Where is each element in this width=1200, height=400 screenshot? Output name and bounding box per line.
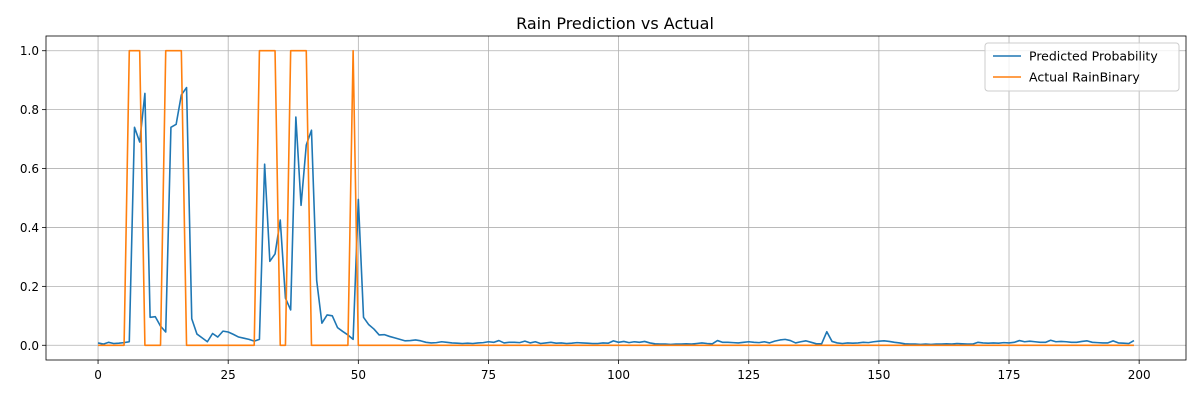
- y-tick-label: 0.6: [20, 162, 39, 176]
- y-tick-label: 0.0: [20, 339, 39, 353]
- x-tick-label: 50: [351, 368, 366, 382]
- y-axis: 0.0 0.2 0.4 0.6 0.8 1.0: [20, 44, 46, 353]
- actual-rainbinary-line: [98, 49, 1134, 347]
- y-tick-label: 0.8: [20, 103, 39, 117]
- x-axis: 0 25 50 75 100 125 150 175 200: [94, 360, 1151, 382]
- x-tick-label: 75: [481, 368, 496, 382]
- chart-title: Rain Prediction vs Actual: [516, 14, 714, 33]
- legend-label-predicted: Predicted Probability: [1029, 49, 1158, 64]
- x-tick-label: 125: [737, 368, 760, 382]
- legend-box: [984, 42, 1180, 92]
- legend: Predicted Probability Actual RainBinary: [984, 42, 1180, 92]
- predicted-probability-line: [97, 86, 1135, 346]
- y-tick-label: 0.2: [20, 280, 39, 294]
- y-tick-label: 0.4: [20, 221, 39, 235]
- x-tick-label: 150: [867, 368, 890, 382]
- x-tick-label: 0: [94, 368, 102, 382]
- legend-label-actual: Actual RainBinary: [1029, 70, 1140, 85]
- x-tick-label: 25: [221, 368, 236, 382]
- x-tick-label: 175: [998, 368, 1021, 382]
- x-tick-label: 200: [1128, 368, 1151, 382]
- series-layer: [97, 49, 1135, 347]
- y-tick-label: 1.0: [20, 44, 39, 58]
- x-tick-label: 100: [607, 368, 630, 382]
- plot-area-frame: [45, 35, 1187, 361]
